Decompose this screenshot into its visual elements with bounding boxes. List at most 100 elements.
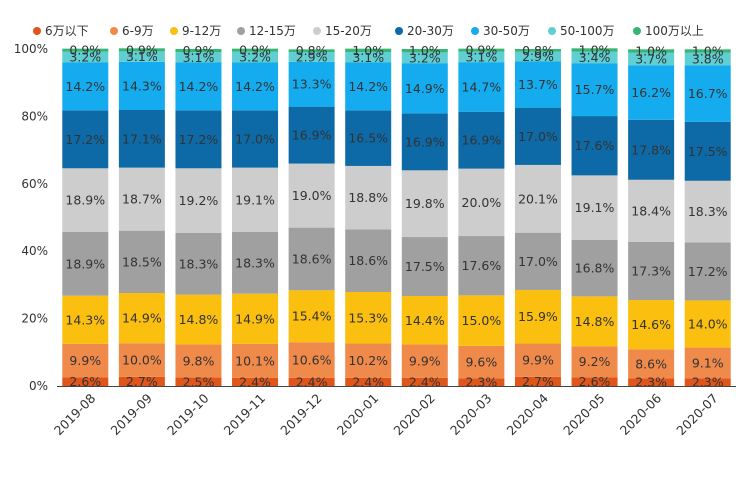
data-label: 15.7% (575, 82, 615, 97)
bar-segment (458, 236, 505, 296)
bar-segment (514, 164, 561, 233)
legend-swatch (633, 27, 641, 35)
data-label: 3.2% (69, 50, 101, 65)
bar-segment (628, 179, 675, 242)
bar-segment (175, 168, 222, 234)
data-label: 18.4% (631, 203, 671, 218)
x-axis: 2019-08 2019-09 2019-10 2019-11 2019-12 2020-… (51, 386, 736, 439)
y-tick-label: 100% (14, 42, 48, 56)
legend-swatch (548, 27, 556, 35)
data-label: 2.4% (352, 374, 384, 389)
bar-segment (458, 111, 505, 169)
bar-segment (232, 48, 279, 52)
data-label: 17.2% (65, 132, 105, 147)
x-tick-label: 2019-11 (221, 391, 269, 439)
bar-segment (345, 48, 392, 53)
bar-segment (571, 296, 618, 347)
data-label: 14.3% (65, 312, 105, 327)
bar-segment (458, 48, 505, 52)
data-label: 18.5% (122, 254, 162, 269)
bar-segment (514, 289, 561, 344)
bar-segment (232, 51, 279, 63)
data-label: 1.0% (579, 43, 611, 58)
bar-segment (458, 62, 505, 112)
bar-segment (288, 342, 335, 378)
data-label: 1.0% (635, 44, 667, 59)
bar-segment (684, 378, 731, 386)
bar-segment (62, 110, 109, 169)
data-label: 2.3% (692, 375, 724, 390)
data-label: 16.5% (348, 131, 388, 146)
bar-segment (288, 61, 335, 107)
legend-item: 50-100万 (548, 24, 615, 38)
bar-segment (401, 377, 448, 386)
data-label: 14.9% (235, 311, 275, 326)
data-label: 14.8% (179, 312, 219, 327)
data-label: 15.4% (292, 309, 332, 324)
bar-segment (401, 63, 448, 114)
x-tick-label: 2019-08 (51, 390, 99, 438)
y-tick-label: 80% (21, 109, 48, 123)
data-label: 2.3% (635, 375, 667, 390)
legend-item: 30-50万 (471, 24, 530, 38)
bar-segment (628, 300, 675, 350)
data-label: 2.9% (296, 49, 328, 64)
bar-segment (458, 295, 505, 346)
bar-segment (684, 242, 731, 301)
data-label: 17.3% (631, 263, 671, 278)
data-label: 10.6% (292, 353, 332, 368)
data-label: 3.1% (126, 49, 158, 64)
bar-segment (62, 168, 109, 232)
bar-segment (458, 51, 505, 63)
data-label: 3.2% (239, 50, 271, 65)
bar-segment (571, 51, 618, 64)
data-label: 0.9% (183, 43, 215, 58)
data-label: 3.1% (465, 49, 497, 64)
data-label: 9.9% (409, 354, 441, 369)
bar-segment (345, 343, 392, 378)
data-label: 0.8% (522, 43, 554, 58)
data-label: 1.0% (409, 43, 441, 58)
bar-segment (458, 378, 505, 386)
data-label: 16.9% (462, 133, 502, 148)
data-label: 18.6% (348, 253, 388, 268)
data-label: 9.9% (522, 353, 554, 368)
data-label: 2.4% (409, 374, 441, 389)
data-label: 2.9% (522, 49, 554, 64)
data-label: 3.1% (352, 50, 384, 65)
data-label: 20.0% (462, 195, 502, 210)
data-label: 17.6% (575, 138, 615, 153)
bar-segment (401, 49, 448, 53)
bar-segment (401, 52, 448, 64)
data-label: 14.2% (179, 79, 219, 94)
bar-segment (118, 61, 165, 110)
bar-segment (514, 51, 561, 62)
bar-segment (345, 110, 392, 166)
bar-segment (628, 49, 675, 53)
data-label: 18.7% (122, 192, 162, 207)
bar-segment (628, 52, 675, 66)
data-label: 14.7% (462, 79, 502, 94)
legend-label: 15-20万 (325, 24, 372, 38)
bar-segment (628, 349, 675, 379)
bar-segment (118, 292, 165, 344)
bar-segment (232, 377, 279, 386)
data-label: 17.1% (122, 131, 162, 146)
data-label: 14.8% (575, 314, 615, 329)
bar-segment (62, 295, 109, 344)
x-tick-label: 2020-03 (447, 391, 495, 439)
data-label: 18.6% (292, 251, 332, 266)
bar-segment (288, 163, 335, 228)
data-label: 14.2% (235, 79, 275, 94)
y-tick-label: 60% (21, 177, 48, 191)
data-label: 16.9% (292, 128, 332, 143)
x-tick-label: 2020-02 (390, 391, 438, 439)
data-label: 16.9% (405, 134, 445, 149)
data-label: 14.4% (405, 313, 445, 328)
data-label: 17.0% (235, 131, 275, 146)
legend-item: 9-12万 (170, 24, 221, 38)
bar-segment (345, 229, 392, 292)
bar-segment (288, 106, 335, 164)
bar-segment (684, 65, 731, 122)
x-tick-label: 2019-10 (164, 390, 212, 438)
